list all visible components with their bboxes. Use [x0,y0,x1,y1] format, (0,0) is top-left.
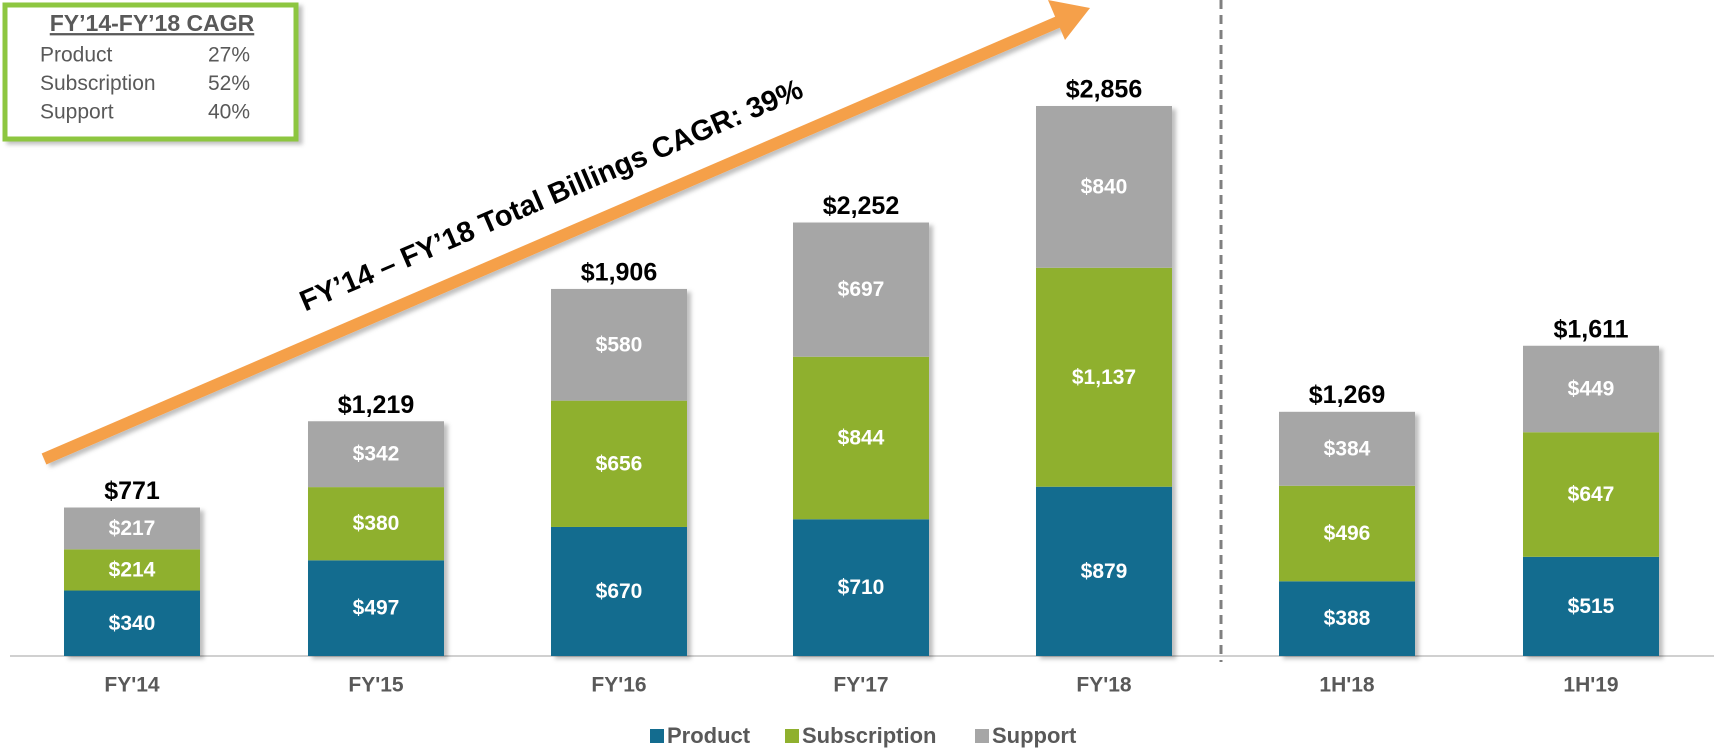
bar-segment [308,560,444,656]
legend-label: Product [667,723,751,748]
segment-label: $1,137 [1072,366,1136,389]
bar-segment [1036,486,1172,656]
cagr-name: Product [40,44,113,67]
segment-label: $879 [1081,560,1128,583]
bar-segment [64,549,200,591]
cagr-name: Support [40,101,114,124]
bar-segment [793,222,929,357]
x-tick-label: FY'15 [348,674,404,697]
segment-label: $340 [109,612,156,635]
legend-label: Support [992,723,1077,748]
bar-segment [1523,432,1659,557]
cagr-value: 27% [208,44,250,67]
segment-label: $515 [1568,595,1615,618]
segment-label: $380 [353,512,400,535]
bar-segment [1279,411,1415,486]
bar-segment [308,421,444,488]
total-label: $1,906 [581,259,657,287]
segment-label: $844 [838,427,885,450]
x-tick-label: FY'17 [833,674,888,697]
cagr-box [2,2,299,142]
bar-segment [1523,556,1659,656]
legend-label: Subscription [802,723,936,748]
x-tick-label: FY'14 [104,674,160,697]
segment-label: $497 [353,597,400,620]
segment-label: $697 [838,278,885,301]
bar-segment [1279,581,1415,656]
total-label: $1,269 [1309,381,1385,409]
bar-segment [1036,106,1172,268]
cagr-value: 52% [208,72,250,95]
bar-segment [64,507,200,550]
segment-label: $496 [1324,522,1371,545]
total-label: $2,252 [823,192,899,220]
segment-label: $647 [1568,483,1615,506]
cagr-name: Subscription [40,72,156,95]
bar-segment [551,288,687,401]
total-label: $771 [104,477,160,505]
x-tick-label: 1H'19 [1563,674,1618,697]
total-label: $1,219 [338,391,414,419]
total-label: $1,611 [1553,315,1628,343]
annotation: FY’14 – FY’18 Total Billings CAGR: 39% [295,73,808,318]
segment-label: $449 [1568,378,1615,401]
bar-segment [1279,485,1415,582]
segment-label: $710 [838,576,885,599]
cagr-title: FY’14-FY’18 CAGR [50,10,255,36]
bar-segment [308,487,444,561]
legend-swatch [975,729,989,743]
arrow [41,0,1090,465]
bar-segment [793,356,929,520]
segment-label: $214 [109,558,156,581]
legend-swatch [650,729,664,743]
segment-label: $217 [109,517,156,540]
segment-label: $388 [1324,607,1371,630]
x-tick-label: FY'18 [1076,674,1132,697]
bar-segment [551,400,687,527]
cagr-value: 40% [208,101,250,124]
bar-segment [1523,345,1659,433]
segment-label: $580 [596,333,643,356]
total-label: $2,856 [1066,76,1142,104]
legend-swatch [785,729,799,743]
segment-label: $840 [1081,175,1128,198]
segment-label: $670 [596,580,643,603]
segment-label: $342 [353,443,400,466]
segment-label: $384 [1324,437,1371,460]
bar-segment [64,590,200,656]
x-tick-label: FY'16 [591,674,646,697]
bar-segment [793,519,929,656]
bar-segment [1036,267,1172,487]
bar-segment [551,526,687,656]
segment-label: $656 [596,452,643,475]
x-tick-label: 1H'18 [1319,674,1375,697]
